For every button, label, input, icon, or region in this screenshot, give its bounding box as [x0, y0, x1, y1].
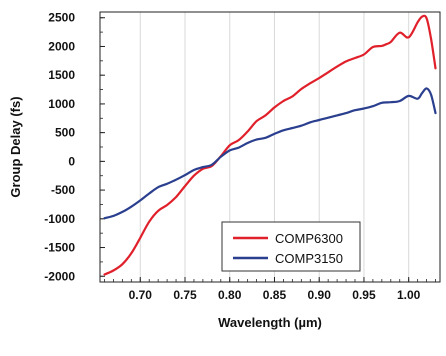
- x-tick-label: 0.80: [218, 288, 242, 302]
- vertical-gridlines: [139, 12, 410, 282]
- legend: COMP6300 COMP3150: [221, 221, 361, 272]
- y-axis: -2000 -1500 -1000 -500 0 500 1000 1500 2000 2500: [44, 11, 105, 283]
- x-axis-title: Wavelength (µm): [218, 315, 322, 330]
- legend-box: [221, 221, 361, 272]
- legend-label-comp6300: COMP6300: [275, 231, 343, 246]
- y-tick-label: -1000: [44, 212, 75, 226]
- y-tick-label: 2000: [48, 39, 75, 53]
- series-line-comp6300: [103, 14, 437, 276]
- x-tick-label: 0.85: [263, 288, 287, 302]
- y-tick-label: -1500: [44, 241, 75, 255]
- legend-label-comp3150: COMP3150: [275, 251, 343, 266]
- y-tick-label: 2500: [48, 11, 75, 25]
- y-tick-label: -2000: [44, 269, 75, 283]
- x-tick-label: 0.90: [308, 288, 332, 302]
- x-tick-label: 0.70: [129, 288, 153, 302]
- x-axis: 0.70 0.75 0.80 0.85 0.90 0.95 1.00: [104, 277, 436, 302]
- series-lines: [103, 14, 437, 276]
- y-tick-label: 1500: [48, 68, 75, 82]
- y-tick-label: -500: [51, 183, 75, 197]
- y-axis-title: Group Delay (fs): [8, 96, 23, 197]
- y-tick-label: 500: [55, 126, 75, 140]
- x-tick-label: 1.00: [397, 288, 421, 302]
- x-tick-label: 0.75: [173, 288, 197, 302]
- y-tick-label: 1000: [48, 97, 75, 111]
- x-tick-label: 0.95: [352, 288, 376, 302]
- series-line-comp3150: [103, 87, 437, 220]
- y-tick-label: 0: [68, 154, 75, 168]
